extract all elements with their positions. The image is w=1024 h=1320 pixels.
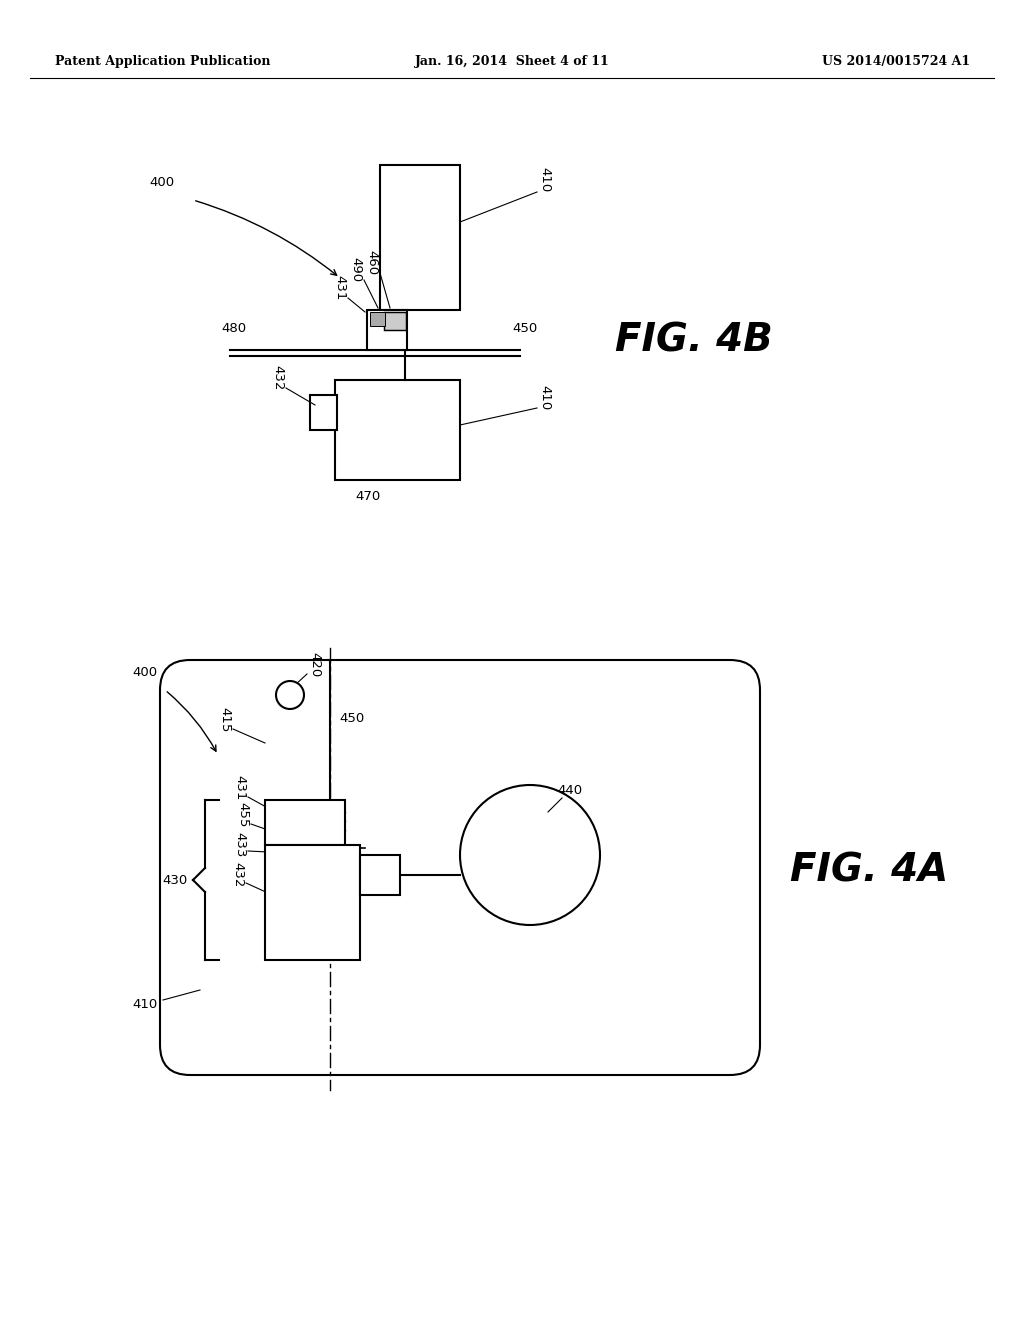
Text: 432: 432 [271, 366, 285, 391]
Text: 431: 431 [334, 276, 346, 301]
Bar [384, 312, 406, 330]
Text: 490: 490 [349, 257, 362, 282]
Text: 460: 460 [366, 251, 379, 276]
Bar [367, 310, 407, 350]
Text: 410: 410 [539, 168, 552, 193]
Text: 410: 410 [539, 385, 552, 411]
Bar [265, 800, 345, 845]
FancyBboxPatch shape [160, 660, 760, 1074]
Text: 450: 450 [339, 711, 365, 725]
Text: FIG. 4B: FIG. 4B [615, 321, 773, 359]
Bar [370, 312, 385, 326]
Text: 431: 431 [233, 775, 247, 801]
Text: Jan. 16, 2014  Sheet 4 of 11: Jan. 16, 2014 Sheet 4 of 11 [415, 55, 609, 69]
Text: Patent Application Publication: Patent Application Publication [55, 55, 270, 69]
Circle shape [460, 785, 600, 925]
Text: 455: 455 [237, 803, 250, 828]
Text: US 2014/0015724 A1: US 2014/0015724 A1 [822, 55, 970, 69]
Text: 430: 430 [163, 874, 187, 887]
Text: FIG. 4A: FIG. 4A [790, 851, 948, 888]
Bar [380, 165, 460, 310]
Circle shape [276, 681, 304, 709]
Text: 400: 400 [132, 667, 158, 680]
Bar [265, 845, 360, 960]
Text: 480: 480 [221, 322, 247, 334]
Text: 470: 470 [355, 491, 381, 503]
Text: 432: 432 [231, 862, 245, 887]
Bar [335, 380, 460, 480]
Text: 415: 415 [218, 708, 231, 733]
Text: 433: 433 [233, 833, 247, 858]
Text: 410: 410 [132, 998, 158, 1011]
Text: 420: 420 [308, 652, 322, 677]
Text: 450: 450 [512, 322, 538, 334]
Bar [360, 855, 400, 895]
Text: 440: 440 [557, 784, 583, 796]
Text: 400: 400 [150, 177, 174, 190]
Bar [310, 395, 337, 430]
